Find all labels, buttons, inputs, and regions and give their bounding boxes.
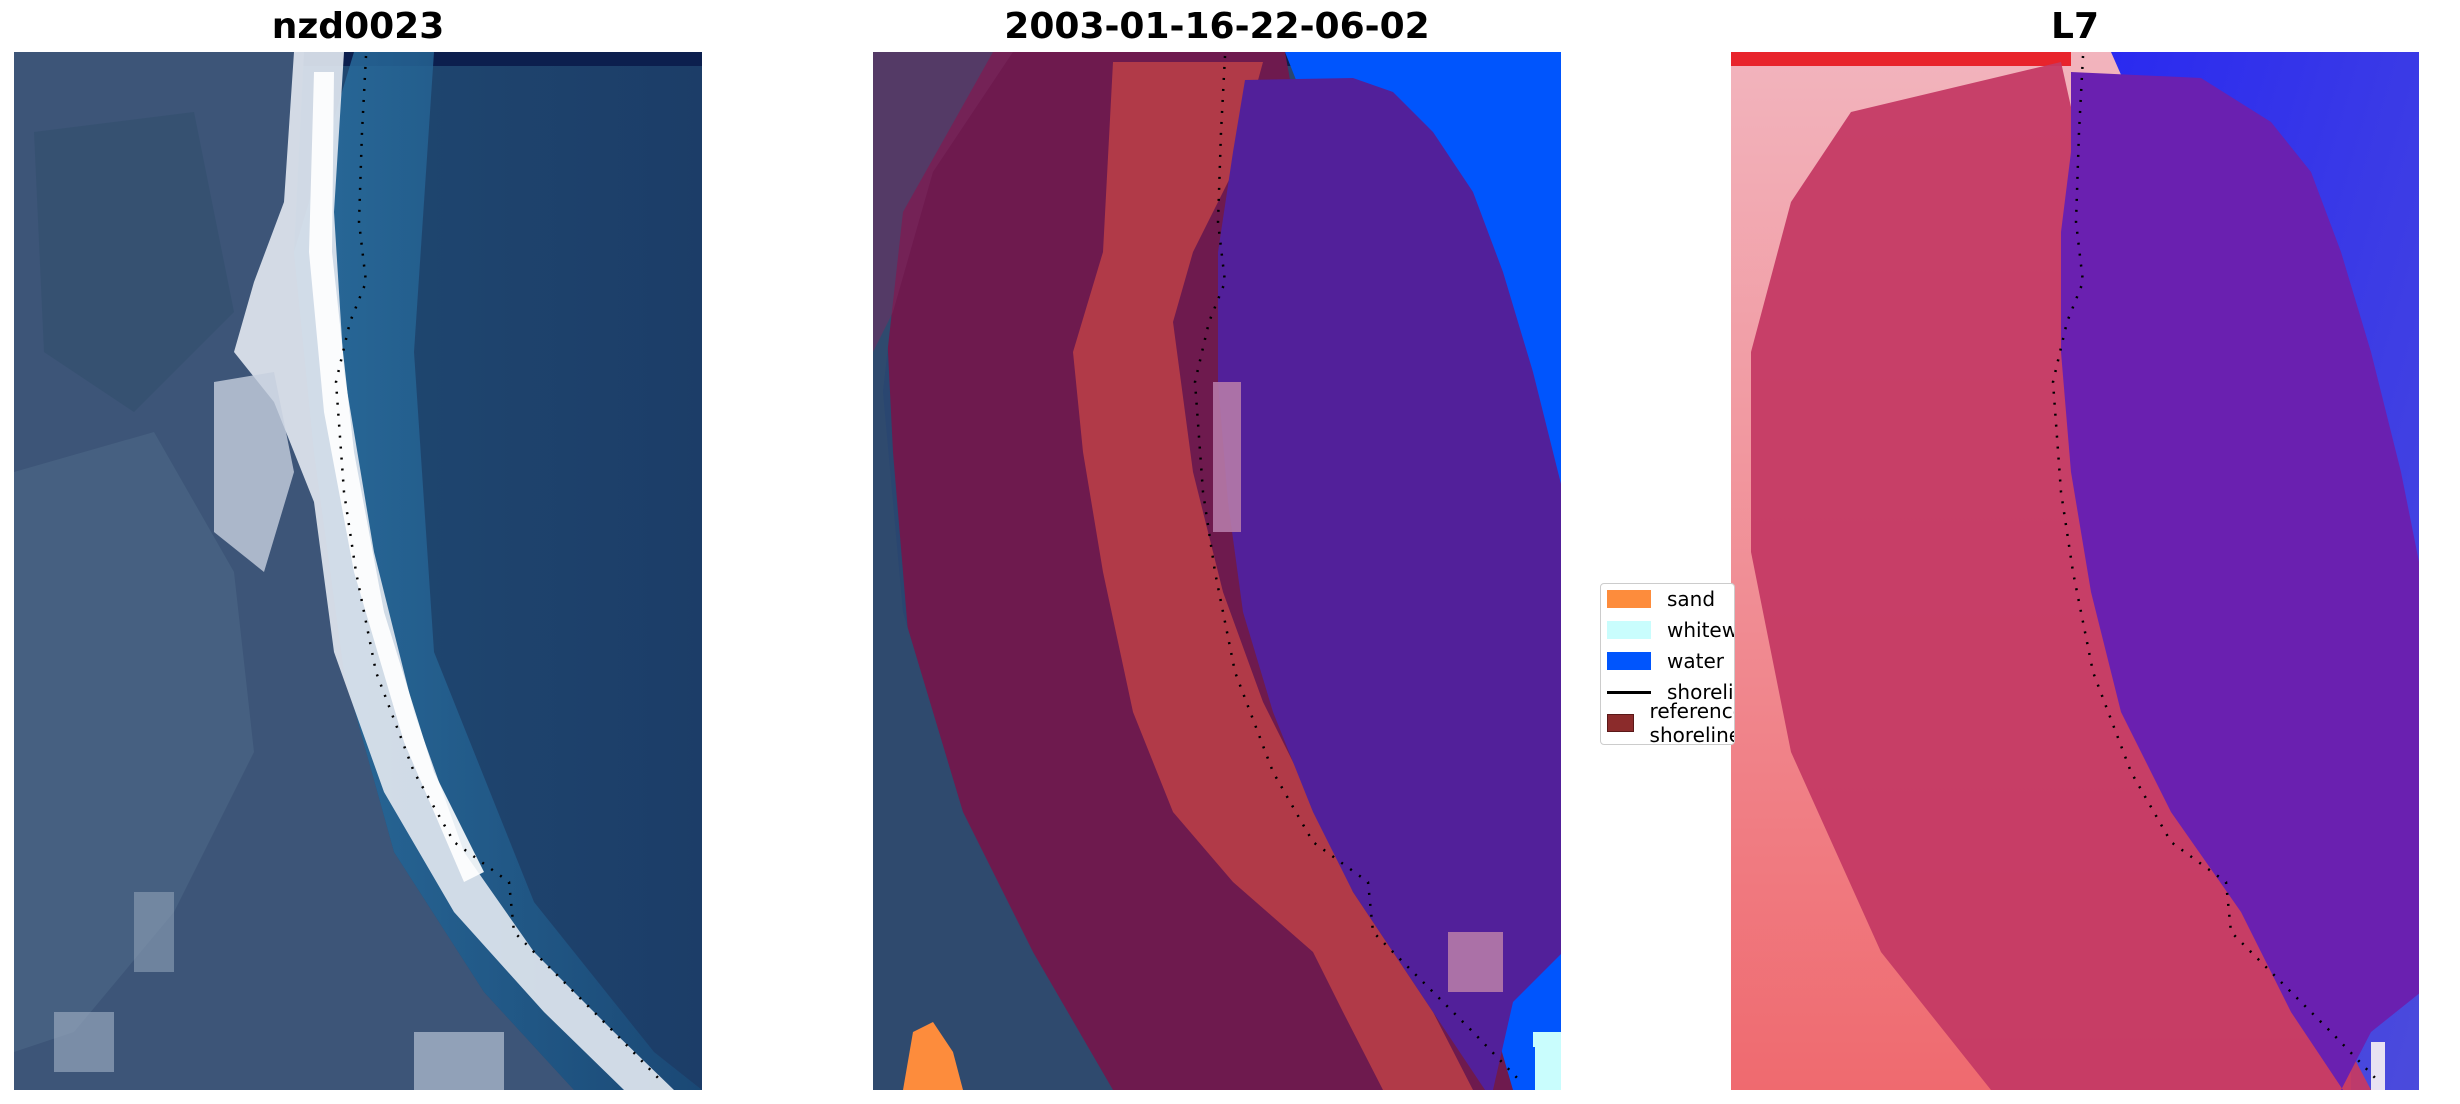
shoreline-line [2051,55,2380,1083]
index-image-panel [1731,52,2419,1090]
legend-swatch-whitewater [1607,621,1651,639]
legend-item-sand: sand [1607,586,1715,612]
rgb-image-panel [14,52,702,1090]
classified-image [873,52,1561,1090]
legend-swatch-reference-shoreline [1607,714,1634,732]
classified-image-panel [873,52,1561,1090]
rgb-satellite-image [14,52,702,1090]
panel-title-rgb: nzd0023 [271,6,445,47]
shoreline-line [1193,55,1522,1083]
panel-title-classified: 2003-01-16-22-06-02 [1004,6,1430,47]
legend-item-water: water [1607,648,1724,674]
legend-label-sand: sand [1667,587,1716,611]
legend-line-shoreline [1607,690,1651,694]
panel-title-index: L7 [2051,6,2099,47]
index-image [1731,52,2419,1090]
legend-label-water: water [1667,649,1724,673]
legend-label-reference-shoreline: reference shoreline [1649,699,1735,745]
legend-swatch-water [1607,652,1651,670]
legend-item-reference-shoreline: reference shoreline [1607,699,1734,744]
shoreline-line [334,55,663,1083]
legend-label-shoreline: shoreline [1667,680,1734,704]
legend-swatch-sand [1607,590,1651,608]
legend-item-shoreline: shoreline [1607,679,1734,705]
